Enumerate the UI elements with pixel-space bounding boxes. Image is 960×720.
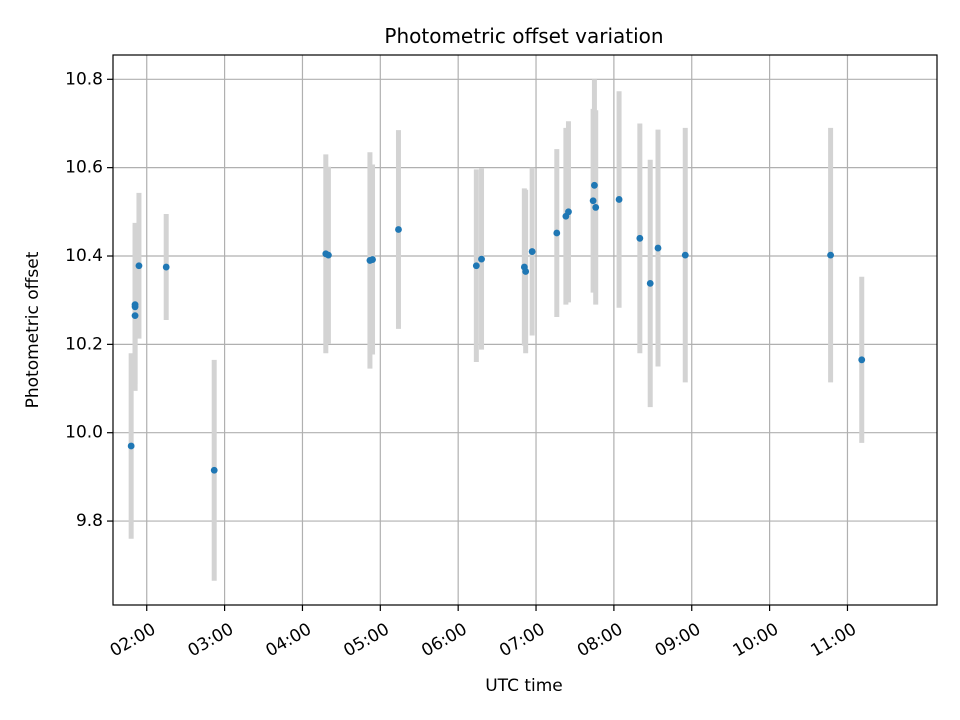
data-point (472, 262, 480, 270)
data-point (636, 234, 644, 242)
data-point (478, 255, 485, 263)
plot-frame (112, 54, 938, 606)
data-point (646, 279, 654, 287)
y-tick-label: 9.8 (76, 511, 103, 531)
data-point (210, 466, 218, 474)
chart-title: Photometric offset variation (384, 24, 663, 48)
data-points (127, 181, 866, 474)
y-tick-label: 10.6 (65, 158, 103, 178)
data-point (131, 312, 139, 320)
data-point (135, 262, 143, 270)
y-tick-label: 10.2 (65, 334, 103, 354)
data-point (162, 263, 170, 271)
data-point (654, 244, 662, 252)
data-point (528, 248, 536, 255)
data-point (592, 204, 600, 211)
data-point (858, 356, 866, 364)
y-tick-label: 10.4 (65, 246, 103, 266)
data-point (827, 251, 834, 259)
data-point (553, 229, 561, 237)
x-axis-title: UTC time (485, 676, 563, 696)
data-point (589, 197, 597, 205)
data-point (615, 196, 623, 203)
y-axis-title: Photometric offset (23, 251, 43, 408)
y-tick-label: 10.0 (65, 423, 103, 443)
data-point (591, 181, 598, 189)
data-point (127, 442, 135, 450)
data-point (369, 256, 376, 263)
data-point (681, 251, 689, 259)
data-point (395, 226, 402, 233)
data-point (131, 301, 139, 308)
data-point (522, 268, 530, 275)
data-point (565, 208, 572, 216)
y-tick-label: 10.8 (65, 69, 103, 89)
data-point (325, 251, 332, 259)
